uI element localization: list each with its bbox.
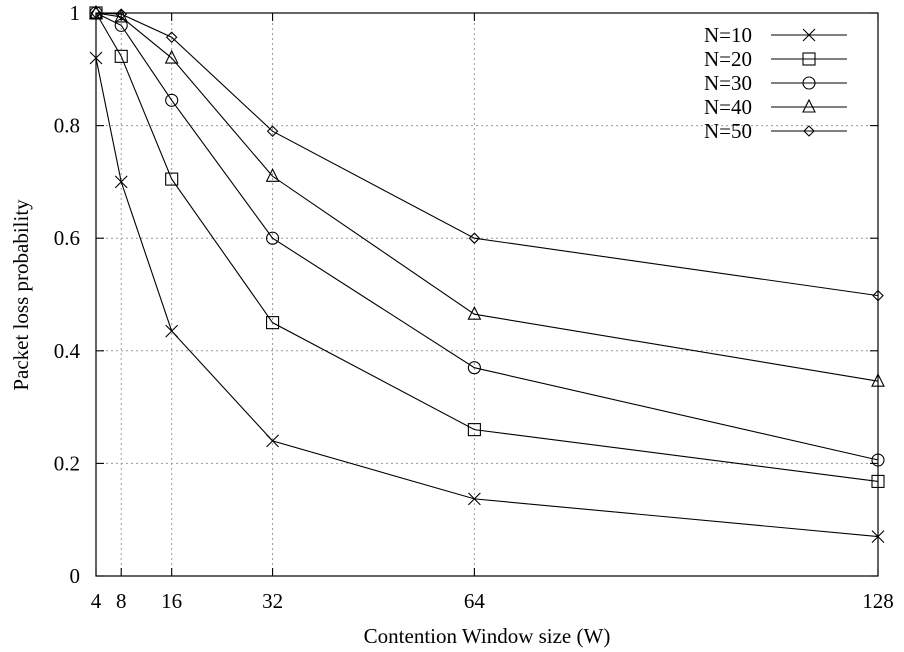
series-n-20 [89,6,885,488]
legend-marker [803,125,815,137]
x-tick-label: 8 [116,589,127,613]
data-point [265,168,280,182]
x-tick-label: 64 [464,589,486,613]
legend-label: N=30 [704,71,752,95]
x-tick-label: 4 [91,589,102,613]
grid [96,13,878,576]
series-line [95,12,879,461]
data-point [467,492,481,506]
series-n-30 [89,6,885,467]
series-line [95,12,879,482]
data-point [467,361,481,375]
x-tick-label: 128 [862,589,894,613]
data-point [165,172,179,186]
series-layer [89,4,885,543]
x-tick-label: 32 [262,589,283,613]
data-point [266,316,280,330]
series-line [95,12,879,382]
legend-label: N=50 [704,119,752,143]
data-point [266,125,279,138]
y-axis-label: Packet loss probability [9,199,33,391]
x-tick-label: 16 [161,589,182,613]
data-point [164,49,179,64]
data-point [468,232,481,244]
y-tick-label: 0.2 [54,451,80,475]
data-point [467,423,481,437]
plot-frame [95,12,879,577]
data-point [165,31,178,43]
y-tick-label: 0 [70,564,81,588]
legend-label: N=20 [704,47,752,71]
legend-label: N=40 [704,95,752,119]
legend-label: N=10 [704,23,752,47]
data-point [165,324,179,338]
legend-marker [802,52,816,66]
y-tick-label: 1 [70,1,81,25]
data-point [114,49,128,63]
y-tick-label: 0.6 [54,226,80,250]
legend-marker [802,76,816,90]
data-point [266,231,280,245]
data-point [467,305,482,320]
legend-marker [802,98,816,113]
axis-ticks: 4 8 16 32 64 128 0 0.2 0.4 0.6 0.8 1 [54,1,894,613]
series-n-10 [89,51,885,543]
x-axis-label: Contention Window size (W) [364,624,611,648]
y-tick-label: 0.4 [54,339,81,363]
series-n-50 [90,7,884,302]
data-point [165,93,179,107]
series-line [95,57,879,538]
data-point [114,175,128,189]
legend-marker [802,28,816,42]
y-tick-label: 0.8 [54,114,80,138]
series-line [95,12,879,297]
data-point [266,434,279,448]
series-n-40 [89,4,885,387]
legend: N=10N=20N=30N=40N=50 [704,23,847,143]
